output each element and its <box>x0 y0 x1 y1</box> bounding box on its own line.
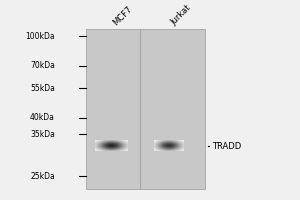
Text: MCF7: MCF7 <box>111 4 134 27</box>
Text: Jurkat: Jurkat <box>169 4 193 27</box>
Text: 55kDa: 55kDa <box>30 84 55 93</box>
Text: 35kDa: 35kDa <box>30 130 55 139</box>
Text: 25kDa: 25kDa <box>30 172 55 181</box>
Text: 70kDa: 70kDa <box>30 61 55 70</box>
Text: TRADD: TRADD <box>212 142 242 151</box>
Text: 100kDa: 100kDa <box>25 32 55 41</box>
Bar <box>86 29 205 189</box>
Text: 40kDa: 40kDa <box>30 113 55 122</box>
